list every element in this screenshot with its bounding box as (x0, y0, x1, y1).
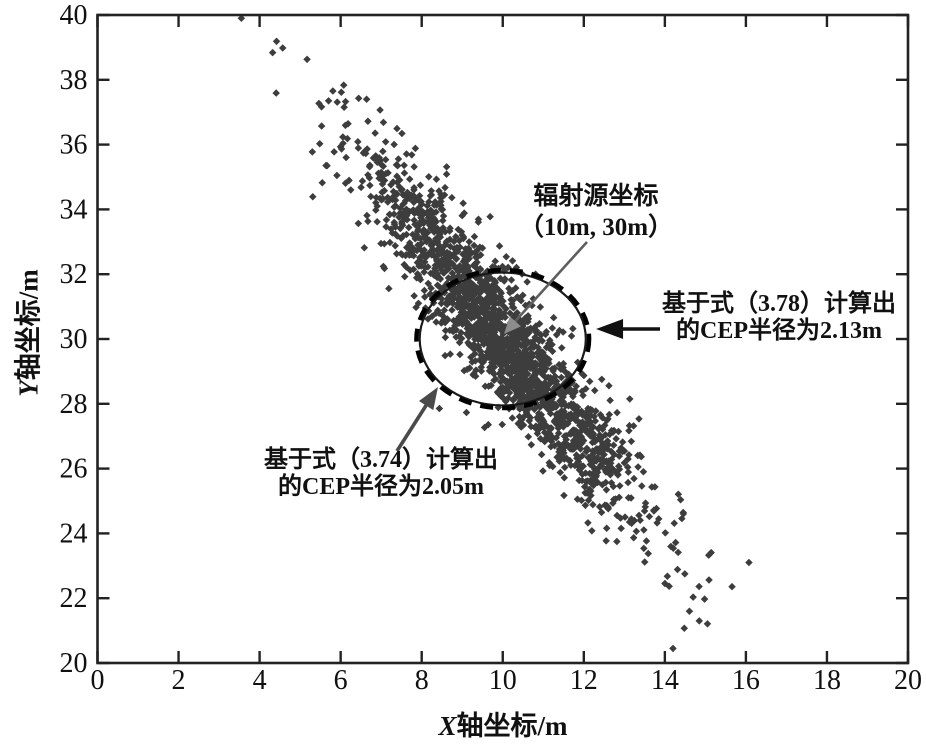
source-leader-line (509, 241, 588, 328)
x-tick-label: 16 (732, 665, 760, 696)
annotation-cep374-line2: 的CEP半径为2.05m (278, 474, 484, 500)
y-tick-label: 36 (60, 130, 88, 161)
x-tick-label: 4 (253, 665, 267, 696)
x-tick-label: 2 (172, 665, 186, 696)
cep-circle-dashed (414, 267, 592, 411)
y-tick-label: 38 (60, 65, 88, 96)
x-axis-title-unit: 轴坐标/m (456, 711, 568, 741)
cep-circle-solid (418, 271, 587, 407)
x-tick-label: 14 (651, 665, 679, 696)
annotation-cep-378: 基于式（3.78）计算出 的CEP半径为2.13m (662, 291, 896, 345)
x-tick-label: 10 (489, 665, 517, 696)
annotation-cep-374: 基于式（3.74）计算出 的CEP半径为2.05m (264, 447, 498, 501)
x-tick-label: 0 (91, 665, 105, 696)
cep374-arrowhead (418, 387, 438, 411)
y-tick-label: 26 (60, 454, 88, 485)
y-tick-label: 24 (60, 518, 88, 549)
y-tick-label: 40 (60, 0, 88, 31)
x-tick-label: 20 (894, 665, 922, 696)
x-tick-label: 8 (415, 665, 429, 696)
y-tick-label: 20 (60, 648, 88, 679)
y-axis-title-unit: 轴坐标/m (13, 269, 44, 381)
annotation-cep378-line1: 基于式（3.78）计算出 (662, 291, 896, 317)
annotation-source-line2: （10m, 30m） (518, 214, 674, 241)
x-tick-label: 12 (570, 665, 598, 696)
y-tick-label: 30 (60, 324, 88, 355)
annotation-cep378-line2: 的CEP半径为2.13m (676, 318, 882, 344)
y-axis-title: Y轴坐标/m (7, 269, 46, 397)
x-axis-title-variable: X (438, 711, 457, 741)
x-tick-label: 18 (813, 665, 841, 696)
y-axis-title-variable: Y (13, 380, 44, 397)
y-tick-label: 28 (60, 389, 88, 420)
cep378-arrowhead (596, 319, 624, 339)
scatter-points (237, 14, 753, 653)
annotation-source-line1: 辐射源坐标 (533, 183, 659, 210)
y-tick-label: 22 (60, 583, 88, 614)
y-tick-label: 32 (60, 259, 88, 290)
source-leader-arrowhead (504, 316, 521, 334)
cep374-arrow-line (395, 403, 429, 452)
annotation-source-coordinates: 辐射源坐标 （10m, 30m） (519, 181, 673, 243)
x-axis-title: X轴坐标/m (438, 704, 567, 743)
x-tick-label: 6 (334, 665, 348, 696)
annotation-cep374-line1: 基于式（3.74）计算出 (264, 447, 498, 473)
y-tick-label: 34 (60, 194, 88, 225)
